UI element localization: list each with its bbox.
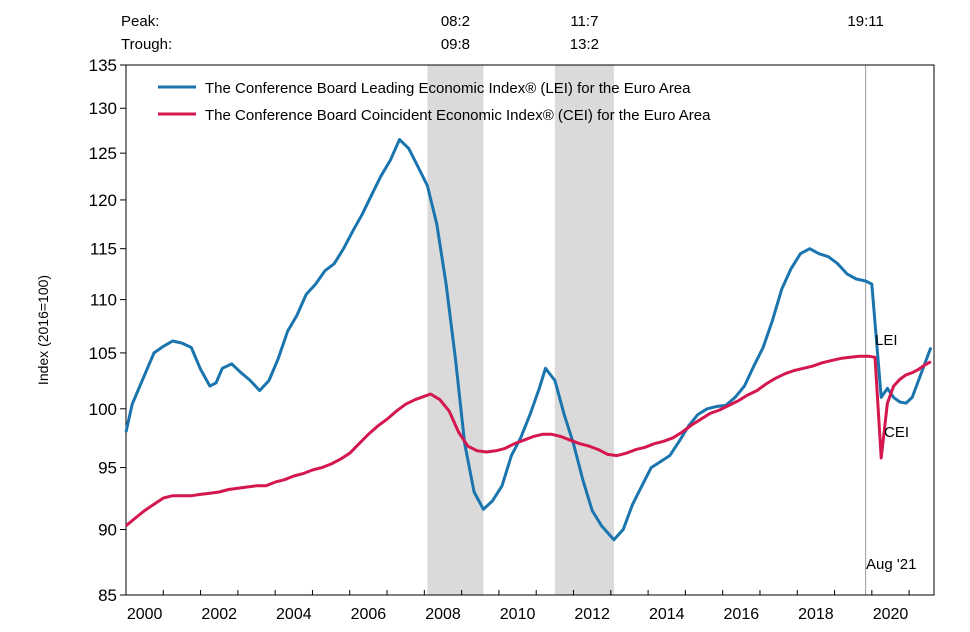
y-axis: 85 90 95 100 105 110 115 120 125 130 135 [89,56,126,605]
x-tick-label: 2020 [873,606,909,623]
x-tick-label: 2014 [649,606,685,623]
y-tick-label: 130 [89,99,117,118]
cycle-dates: Peak: Trough: 08:2 09:8 11:7 13:2 19:11 [121,13,884,53]
cei-series-label: CEI [884,424,909,441]
y-tick-label: 110 [90,291,117,310]
y-tick-label: 135 [89,56,117,75]
x-axis: 2000 2002 2004 2006 2008 2010 2012 2014 2016 2018… [125,590,910,623]
trough-date: 09:8 [441,36,470,53]
lei-line [124,138,933,542]
cei-line [125,354,932,527]
legend-entry: The Conference Board Coincident Economic… [205,107,711,124]
recession-bands [427,65,867,595]
plot-frame [125,64,935,596]
y-tick-label: 125 [89,144,117,163]
x-tick-label: 2008 [425,606,461,623]
y-tick-label: 90 [98,521,117,540]
legend: The Conference Board Leading Economic In… [158,80,711,124]
x-tick-label: 2004 [276,606,312,623]
legend-entry: The Conference Board Leading Economic In… [205,80,691,97]
x-tick-label: 2006 [351,606,387,623]
y-tick-label: 115 [90,240,117,259]
x-tick-label: 2002 [201,606,237,623]
recession-band [427,65,484,595]
x-tick-label: 2000 [127,606,163,623]
y-tick-label: 95 [98,459,117,478]
y-tick-label: 85 [98,586,117,605]
x-tick-label: 2018 [798,606,834,623]
peak-label: Peak: [121,13,159,30]
peak-date: 19:11 [847,13,883,30]
x-tick-label: 2012 [574,606,610,623]
peak-date: 08:2 [441,13,470,30]
date-note: Aug '21 [866,556,916,573]
series-lines [124,138,933,542]
y-tick-label: 105 [89,344,117,363]
lei-series-label: LEI [875,332,898,349]
y-tick-label: 120 [89,191,117,210]
x-tick-label: 2010 [500,606,536,623]
y-tick-label: 100 [89,400,117,419]
recession-band [554,65,614,595]
trough-label: Trough: [121,36,172,53]
peak-date: 11:7 [570,13,598,30]
y-axis-title: Index (2016=100) [35,275,51,385]
x-tick-label: 2016 [724,606,760,623]
trough-date: 13:2 [570,36,599,53]
